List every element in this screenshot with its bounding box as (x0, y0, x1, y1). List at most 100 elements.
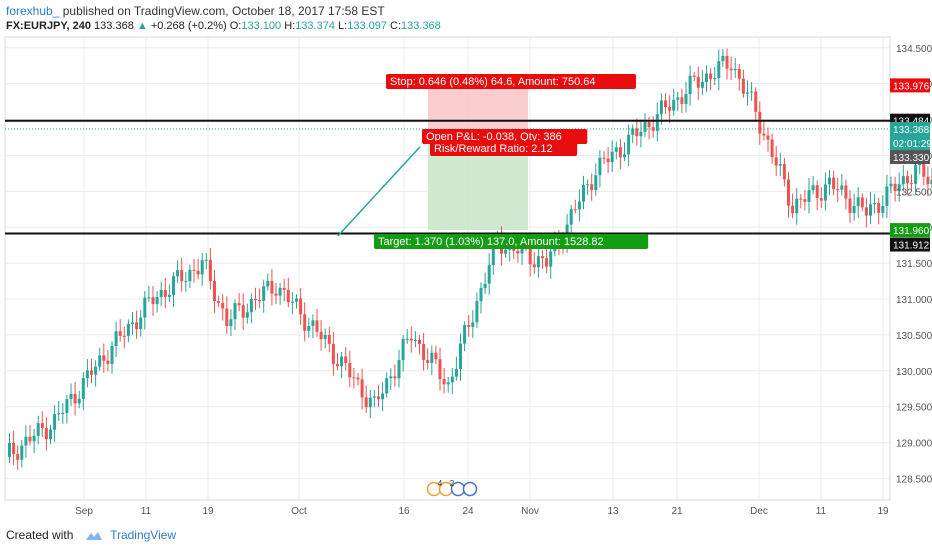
candle-body (258, 300, 262, 302)
candle-body (741, 78, 745, 94)
price-tick-label: 128.500 (896, 474, 932, 485)
candle-body (696, 76, 700, 88)
candle-body (881, 206, 885, 213)
candle-body (832, 177, 836, 190)
candle-body (172, 276, 175, 295)
price-chart[interactable]: 128.500 129.000 129.500 130.000 130.500 131.0… (0, 0, 932, 520)
candle-body (377, 396, 380, 400)
candle-body (475, 301, 479, 323)
stop-zone (428, 85, 528, 132)
candle-body (754, 91, 758, 112)
drawn-lines (5, 119, 890, 237)
price-axis-label: 02:01:29 (893, 139, 932, 150)
position-labels: Stop: 0.646 (0.48%) 64.6, Amount: 750.64… (374, 74, 649, 249)
candle-body (418, 339, 421, 344)
candle-body (430, 352, 434, 363)
candle-body (869, 204, 872, 216)
candle-body (36, 423, 40, 436)
candle-body (586, 184, 590, 186)
created-with-text: Created with (6, 528, 74, 542)
price-axis-label-bg (890, 78, 930, 93)
candle-body (65, 399, 69, 413)
candle-body (848, 198, 852, 213)
candle-body (397, 360, 401, 379)
candle-body (647, 121, 651, 128)
candle-body (577, 201, 581, 210)
candle-body (885, 186, 889, 207)
candle-body (618, 147, 622, 158)
price-tick-label: 131.000 (896, 295, 932, 306)
candle-body (413, 339, 417, 341)
rr-label-bg (430, 141, 578, 156)
candle-body (791, 205, 795, 214)
candle-body (471, 322, 475, 327)
candle-body (569, 209, 573, 225)
candle-body (828, 177, 831, 185)
candle-body (32, 435, 36, 442)
candle-body (922, 161, 926, 177)
chart-grid (4, 36, 891, 501)
candle-body (758, 111, 762, 134)
candle-body (90, 370, 93, 375)
time-axis[interactable]: Sep 11 19 Oct 16 24 Nov 13 21 Dec 11 19 (75, 506, 889, 517)
event-badge-count: 2 (450, 479, 455, 488)
open-label: O: (229, 20, 242, 32)
candle-body (725, 55, 729, 69)
candle-body (459, 343, 462, 369)
candle-body (81, 378, 85, 399)
price-axis-label: 133.330 (893, 153, 930, 164)
candle-body (692, 75, 696, 77)
candle-body (53, 414, 57, 430)
candle-body (131, 322, 134, 324)
candle-body (208, 259, 212, 282)
candle-body (860, 197, 864, 208)
candle-body (864, 207, 868, 216)
candle-body (102, 355, 106, 361)
time-tick-label: Nov (521, 506, 539, 517)
candle-body (782, 164, 786, 180)
candle-body (930, 179, 932, 185)
time-tick-label: Oct (291, 506, 307, 517)
candle-body (167, 294, 171, 297)
candle-body (311, 320, 315, 326)
price-axis-label-bg (890, 122, 930, 137)
candle-body (57, 413, 61, 415)
candle-body (454, 368, 458, 377)
candle-body (73, 393, 77, 404)
pnl-label-bg (422, 129, 588, 144)
candle-body (122, 335, 126, 337)
event-badge-count: 4 (438, 479, 443, 488)
candle-body (303, 314, 307, 331)
candle-body (643, 121, 647, 132)
candle-body (840, 185, 844, 190)
candle-body (631, 128, 635, 135)
candle-body (188, 269, 192, 282)
candle-body (590, 184, 594, 190)
candle-body (442, 379, 446, 385)
candle-body (266, 280, 270, 287)
time-tick-label: 19 (877, 506, 889, 517)
candle-body (143, 297, 147, 318)
candle-body (532, 264, 536, 268)
symbol-name[interactable]: FX:EURJPY, 240 (6, 20, 91, 32)
candle-body (336, 363, 339, 367)
candle-body (639, 131, 643, 137)
time-tick-label: 21 (671, 506, 683, 517)
price-axis[interactable]: 128.500 129.000 129.500 130.000 130.500 131.0… (890, 44, 932, 486)
tradingview-brand[interactable]: TradingView (110, 528, 177, 542)
candle-body (401, 339, 405, 361)
author-link[interactable]: forexhub_ (6, 4, 60, 18)
candle-body (479, 287, 483, 302)
plot-frame (4, 36, 891, 501)
candle-body (815, 185, 819, 199)
candle-body (463, 324, 467, 344)
publish-info: published on TradingView.com, October 18… (62, 4, 385, 18)
last-price: 133.368 (94, 20, 134, 32)
candle-body (491, 241, 495, 265)
candle-body (106, 360, 110, 364)
tradingview-logo-icon (85, 531, 102, 540)
open-value: 133.100 (241, 20, 282, 32)
candle-body (61, 412, 65, 414)
candle-body (541, 256, 544, 259)
